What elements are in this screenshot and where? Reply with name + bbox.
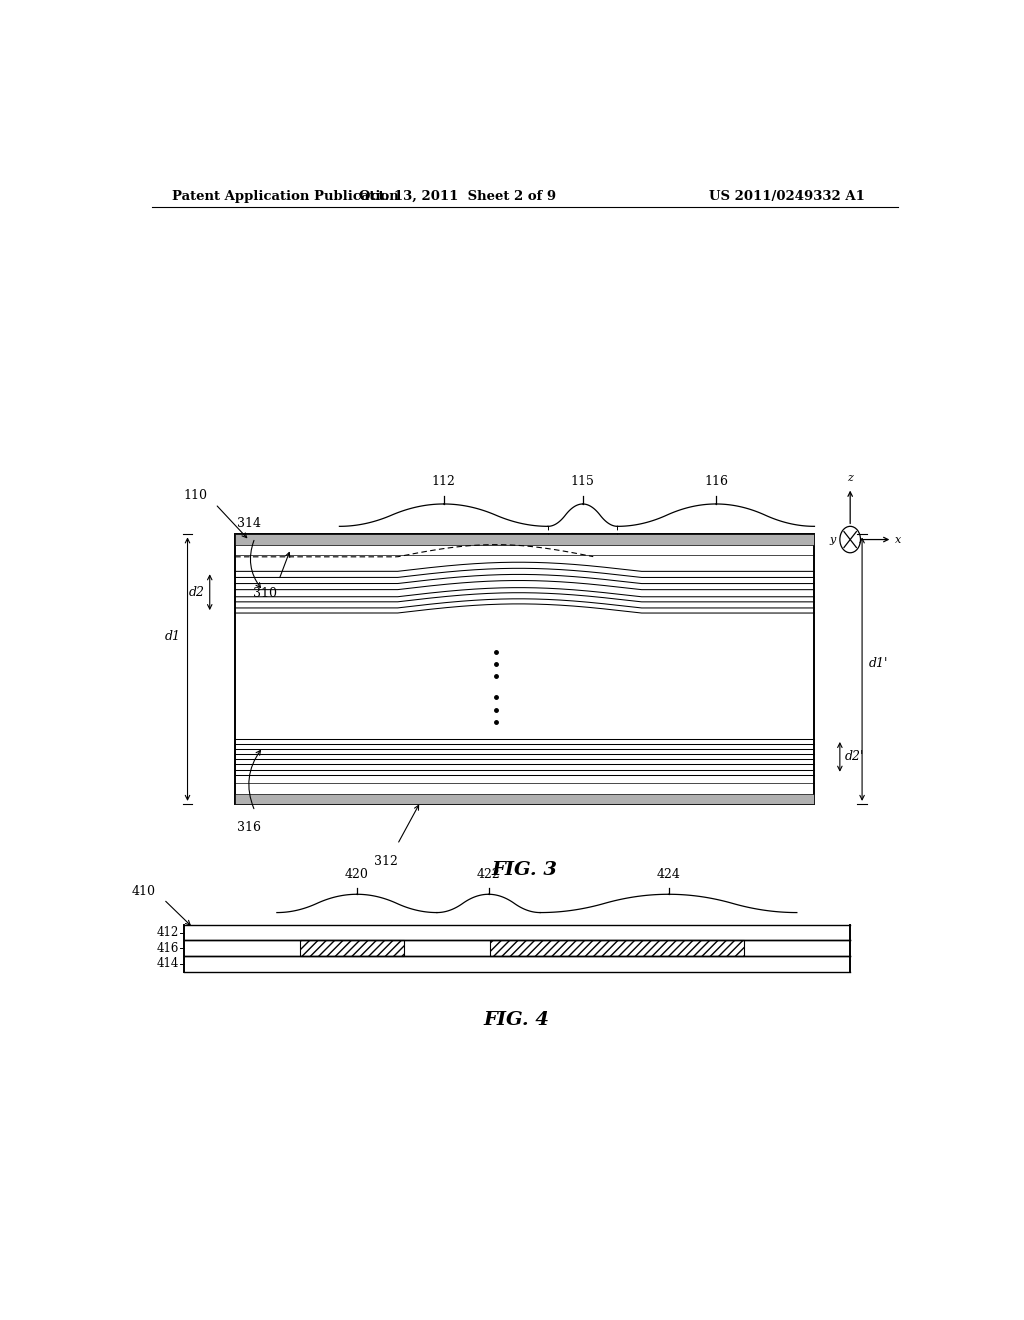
- Text: Oct. 13, 2011  Sheet 2 of 9: Oct. 13, 2011 Sheet 2 of 9: [358, 190, 556, 202]
- Text: 422: 422: [476, 869, 501, 880]
- Text: 115: 115: [570, 475, 595, 487]
- Bar: [300, 940, 403, 956]
- Text: z: z: [847, 473, 853, 483]
- Text: d1': d1': [868, 657, 888, 671]
- Bar: [236, 535, 814, 545]
- Text: d2: d2: [189, 586, 205, 599]
- Text: 414: 414: [157, 957, 179, 970]
- Text: 412: 412: [157, 927, 179, 939]
- Bar: [236, 793, 814, 804]
- Text: FIG. 4: FIG. 4: [484, 1011, 550, 1030]
- Text: FIG. 3: FIG. 3: [492, 861, 558, 879]
- Text: 110: 110: [183, 490, 207, 503]
- Text: 410: 410: [132, 884, 156, 898]
- Bar: [490, 940, 743, 956]
- Text: 424: 424: [656, 869, 681, 880]
- Text: 112: 112: [432, 475, 456, 487]
- Text: 312: 312: [374, 854, 397, 867]
- Text: Patent Application Publication: Patent Application Publication: [172, 190, 398, 202]
- Text: x: x: [895, 535, 902, 545]
- Text: d2': d2': [845, 750, 864, 763]
- Bar: [236, 535, 814, 804]
- Text: 416: 416: [157, 941, 179, 954]
- Text: y: y: [829, 535, 836, 545]
- Text: 314: 314: [238, 516, 261, 529]
- Text: US 2011/0249332 A1: US 2011/0249332 A1: [709, 190, 864, 202]
- Text: 310: 310: [253, 587, 278, 601]
- Text: 420: 420: [345, 869, 369, 880]
- Text: 116: 116: [703, 475, 728, 487]
- Text: d1: d1: [165, 631, 181, 643]
- Text: 316: 316: [238, 821, 261, 834]
